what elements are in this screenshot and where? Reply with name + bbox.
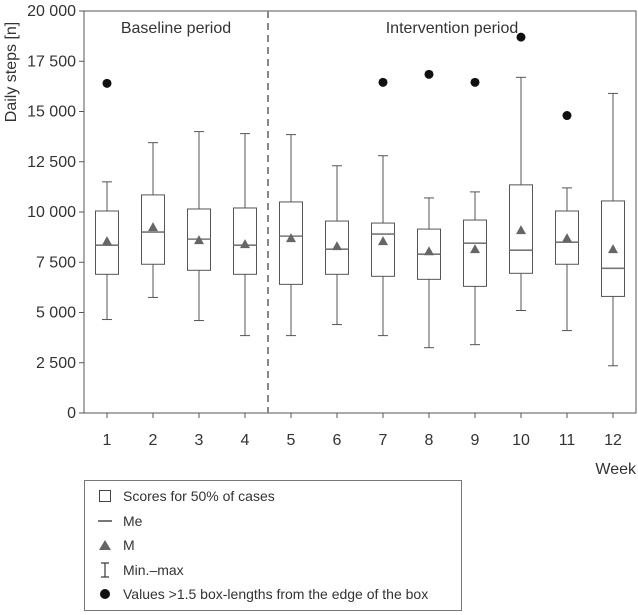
x-tick-label: 2 (149, 432, 158, 449)
box-week-10 (509, 32, 533, 311)
legend-item-whisker: Min.–max (97, 558, 461, 583)
x-tick-label: 4 (241, 432, 250, 449)
iqr-box (371, 222, 395, 277)
mean-marker (102, 236, 112, 246)
x-tick-label: 12 (604, 432, 622, 449)
axes (83, 10, 637, 414)
mean-marker (378, 236, 388, 246)
legend-label: Values >1.5 box-lengths from the edge of… (123, 586, 429, 603)
x-tick-label: 7 (379, 432, 388, 449)
outlier-point (470, 77, 480, 87)
mean-marker (286, 233, 296, 243)
iqr-box (279, 201, 303, 285)
box-series (95, 32, 625, 367)
period-label-intervention: Intervention period (386, 20, 519, 37)
legend-label: M (123, 537, 135, 554)
box-week-1 (95, 78, 119, 321)
outlier-point (378, 77, 388, 87)
box-icon (97, 488, 113, 504)
box-week-6 (325, 165, 349, 326)
plot-frame (83, 10, 637, 414)
mean-marker (332, 241, 342, 251)
x-tick-label: 11 (559, 432, 576, 449)
outlier-point (516, 32, 526, 42)
legend-label: Scores for 50% of cases (123, 488, 275, 505)
legend-item-box: Scores for 50% of cases (97, 484, 461, 509)
box-week-2 (141, 142, 165, 298)
x-tick-label: 9 (471, 432, 480, 449)
y-tick-label: 0 (67, 405, 76, 422)
y-tick-label: 12 500 (27, 154, 76, 171)
x-tick-label: 6 (333, 432, 342, 449)
box-week-9 (463, 77, 487, 346)
y-axis-label: Daily steps [n] (3, 22, 20, 122)
x-tick-label: 10 (512, 432, 530, 449)
legend-label: Min.–max (123, 561, 184, 578)
y-tick-label: 7 500 (36, 254, 76, 271)
legend-label: Me (123, 512, 143, 529)
y-tick-label: 20 000 (27, 3, 76, 20)
y-tick-label: 15 000 (27, 104, 76, 121)
box-week-4 (233, 133, 257, 337)
box-week-7 (371, 77, 395, 337)
mean-marker (470, 244, 480, 254)
legend-item-mean: M (97, 533, 461, 558)
y-tick-label: 2 500 (36, 355, 76, 372)
dot-icon (97, 586, 113, 602)
mean-marker (516, 225, 526, 235)
median-line-icon (97, 513, 113, 529)
y-tick-label: 10 000 (27, 204, 76, 221)
box-week-3 (187, 131, 211, 322)
box-week-5 (279, 134, 303, 337)
legend: Scores for 50% of cases Me M Min.–max Va… (84, 480, 462, 611)
boxplot-chart: 0 2 500 5 000 7 500 10 000 12 500 15 000 17 500… (3, 3, 637, 478)
x-tick-label: 8 (425, 432, 434, 449)
box-week-8 (417, 69, 441, 349)
y-tick-label: 5 000 (36, 305, 76, 322)
mean-marker (194, 235, 204, 245)
y-axis-ticks: 0 2 500 5 000 7 500 10 000 12 500 15 000 17 500… (27, 3, 84, 422)
x-axis-ticks: 1 2 3 4 5 6 7 8 9 10 11 12 (103, 413, 622, 449)
outlier-point (562, 111, 572, 121)
mean-marker (424, 246, 434, 256)
whisker-icon (97, 562, 113, 578)
iqr-box (463, 219, 487, 287)
box-week-12 (601, 92, 625, 367)
outlier-point (102, 78, 112, 88)
box-week-11 (555, 111, 579, 332)
mean-marker (562, 233, 572, 243)
period-label-baseline: Baseline period (121, 20, 231, 37)
mean-marker (608, 244, 618, 254)
x-axis-label: Week (595, 461, 637, 478)
legend-item-median: Me (97, 509, 461, 534)
mean-marker (240, 239, 250, 249)
x-tick-label: 3 (195, 432, 204, 449)
mean-marker (148, 222, 158, 232)
legend-item-outlier: Values >1.5 box-lengths from the edge of… (97, 582, 461, 607)
outlier-point (424, 69, 434, 79)
y-tick-label: 17 500 (27, 53, 76, 70)
x-tick-label: 5 (287, 432, 296, 449)
x-tick-label: 1 (103, 432, 112, 449)
triangle-icon (97, 537, 113, 553)
